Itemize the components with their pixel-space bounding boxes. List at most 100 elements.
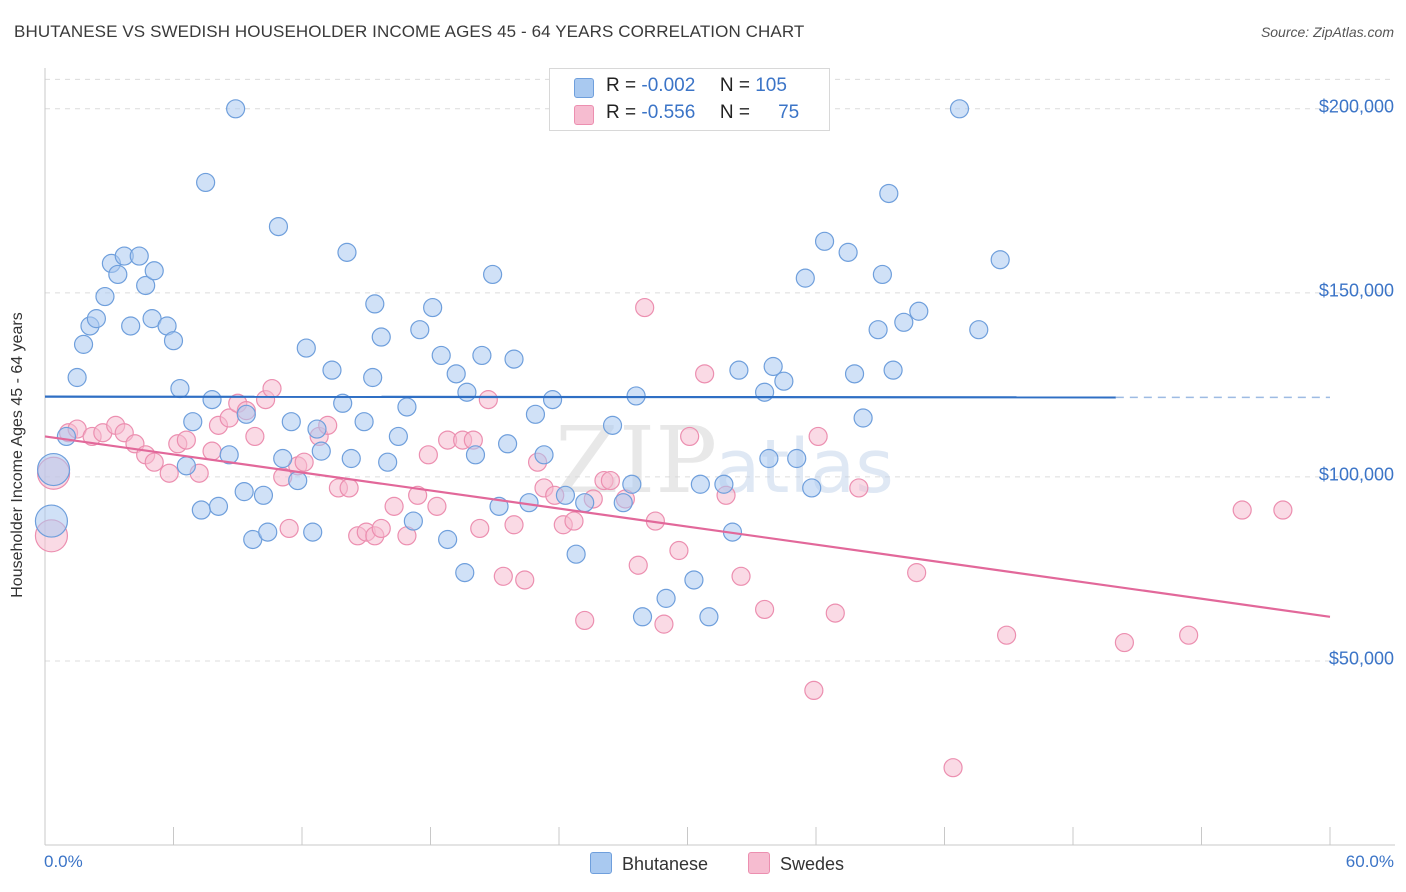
bhutanese-point: [690, 474, 710, 494]
swedes-point: [408, 485, 428, 505]
swedes-point: [339, 478, 359, 498]
bhutanese-point: [729, 360, 749, 380]
swedes-point: [731, 566, 751, 586]
legend-n-value: 105: [755, 75, 787, 96]
legend-n-label: N =: [719, 75, 750, 96]
bhutanese-point: [307, 419, 327, 439]
bhutanese-point: [883, 360, 903, 380]
bhutanese-point: [457, 382, 477, 402]
swedes-point: [176, 430, 196, 450]
bhutanese-point: [759, 448, 779, 469]
bhutanese-point: [268, 217, 289, 237]
swedes-point: [754, 599, 775, 620]
swedes-point: [279, 518, 299, 539]
swedes-point: [504, 515, 524, 535]
legend-r-value: -0.556: [641, 102, 696, 123]
bhutanese-point: [626, 386, 646, 406]
bhutanese-point: [196, 172, 216, 193]
swedes-point: [654, 614, 674, 634]
swedes-point: [1232, 500, 1252, 520]
correlation-legend: R = -0.002 N = 105 R = -0.556 N = 75: [549, 68, 830, 131]
source-label: Source: ZipAtlas.com: [1260, 24, 1394, 40]
legend-r-value: -0.002: [641, 75, 696, 96]
bhutanese-point: [311, 441, 331, 461]
swedes-point: [245, 426, 265, 447]
bhutanese-point: [410, 320, 430, 340]
swedes-point: [294, 452, 314, 472]
bottom-legend-swatch-pink: [748, 852, 770, 874]
bhutanese-point: [163, 331, 184, 351]
bhutanese-point: [281, 412, 301, 432]
swedes-point: [695, 364, 715, 384]
bhutanese-point: [136, 275, 156, 296]
bhutanese-point: [67, 367, 87, 388]
bhutanese-point: [273, 448, 293, 469]
bhutanese-point: [754, 382, 775, 402]
swedes-point: [1273, 500, 1293, 520]
y-tick-label: $100,000: [1318, 464, 1394, 485]
swedes-point: [680, 426, 700, 447]
legend-r-label: R =: [606, 75, 637, 96]
bhutanese-point: [176, 456, 196, 476]
bhutanese-point: [483, 264, 503, 285]
legend-swatch-blue: [574, 78, 594, 98]
trend-lines: [44, 395, 1331, 618]
bhutanese-point: [566, 544, 586, 564]
bhutanese-point: [949, 99, 970, 119]
swedes-point: [478, 390, 498, 410]
bhutanese-point: [423, 297, 443, 318]
bhutanese-point: [853, 408, 873, 428]
bottom-legend-swedes: Swedes: [748, 852, 844, 875]
bhutanese-point: [73, 334, 94, 354]
bhutanese-point: [365, 294, 385, 314]
bhutanese-point: [322, 360, 342, 380]
bottom-legend-label-swedes: Swedes: [780, 854, 845, 874]
bhutanese-point: [714, 474, 734, 494]
swedes-point: [1179, 625, 1199, 645]
legend-n-label: N =: [719, 102, 750, 123]
bhutanese-point: [236, 404, 256, 424]
swedes-point: [907, 563, 927, 583]
swedes-point: [943, 758, 963, 778]
bhutanese-point: [613, 493, 633, 513]
bhutanese-point: [455, 563, 475, 583]
bottom-legend-bhutanese: Bhutanese: [590, 852, 708, 875]
legend-text-swedes: R = -0.556 N = 75: [606, 102, 799, 124]
watermark: ZIP atlas: [555, 407, 894, 514]
bhutanese-point: [95, 286, 115, 307]
bhutanese-point: [258, 522, 278, 542]
bhutanese-point: [498, 434, 518, 454]
x-tick-label-min: 0.0%: [44, 852, 83, 871]
bhutanese-point: [763, 356, 783, 377]
swedes-point: [600, 470, 621, 491]
bhutanese-point: [108, 264, 128, 285]
bhutanese-point: [191, 500, 211, 520]
y-tick-label: $150,000: [1318, 280, 1394, 301]
bhutanese-point: [397, 397, 417, 417]
bhutanese-trend-line: [44, 395, 1116, 399]
swedes-point: [825, 603, 845, 623]
bhutanese-point: [183, 412, 203, 432]
x-tick-label-max: 60.0%: [1345, 852, 1394, 871]
bhutanese-point: [542, 390, 563, 410]
bhutanese-point: [388, 426, 408, 447]
y-tick-label: $50,000: [1328, 648, 1394, 669]
bhutanese-point: [894, 312, 914, 332]
bhutanese-point: [226, 99, 246, 119]
bhutanese-point: [129, 246, 149, 266]
swedes-point: [808, 426, 828, 447]
swedes-point: [144, 452, 164, 472]
bhutanese-point: [622, 474, 642, 494]
bottom-legend-label-bhutanese: Bhutanese: [622, 854, 709, 874]
bhutanese-point: [86, 309, 107, 329]
swedes-point: [1114, 632, 1135, 653]
bhutanese-point: [844, 364, 865, 384]
y-axis-label: Householder Income Ages 45 - 64 years: [9, 312, 26, 598]
bhutanese-point: [787, 448, 807, 469]
bhutanese-point: [632, 607, 653, 627]
bottom-legend-swatch-blue: [590, 852, 612, 874]
bhutanese-point: [170, 378, 190, 399]
bhutanese-point: [534, 445, 554, 465]
bhutanese-point: [504, 349, 524, 369]
